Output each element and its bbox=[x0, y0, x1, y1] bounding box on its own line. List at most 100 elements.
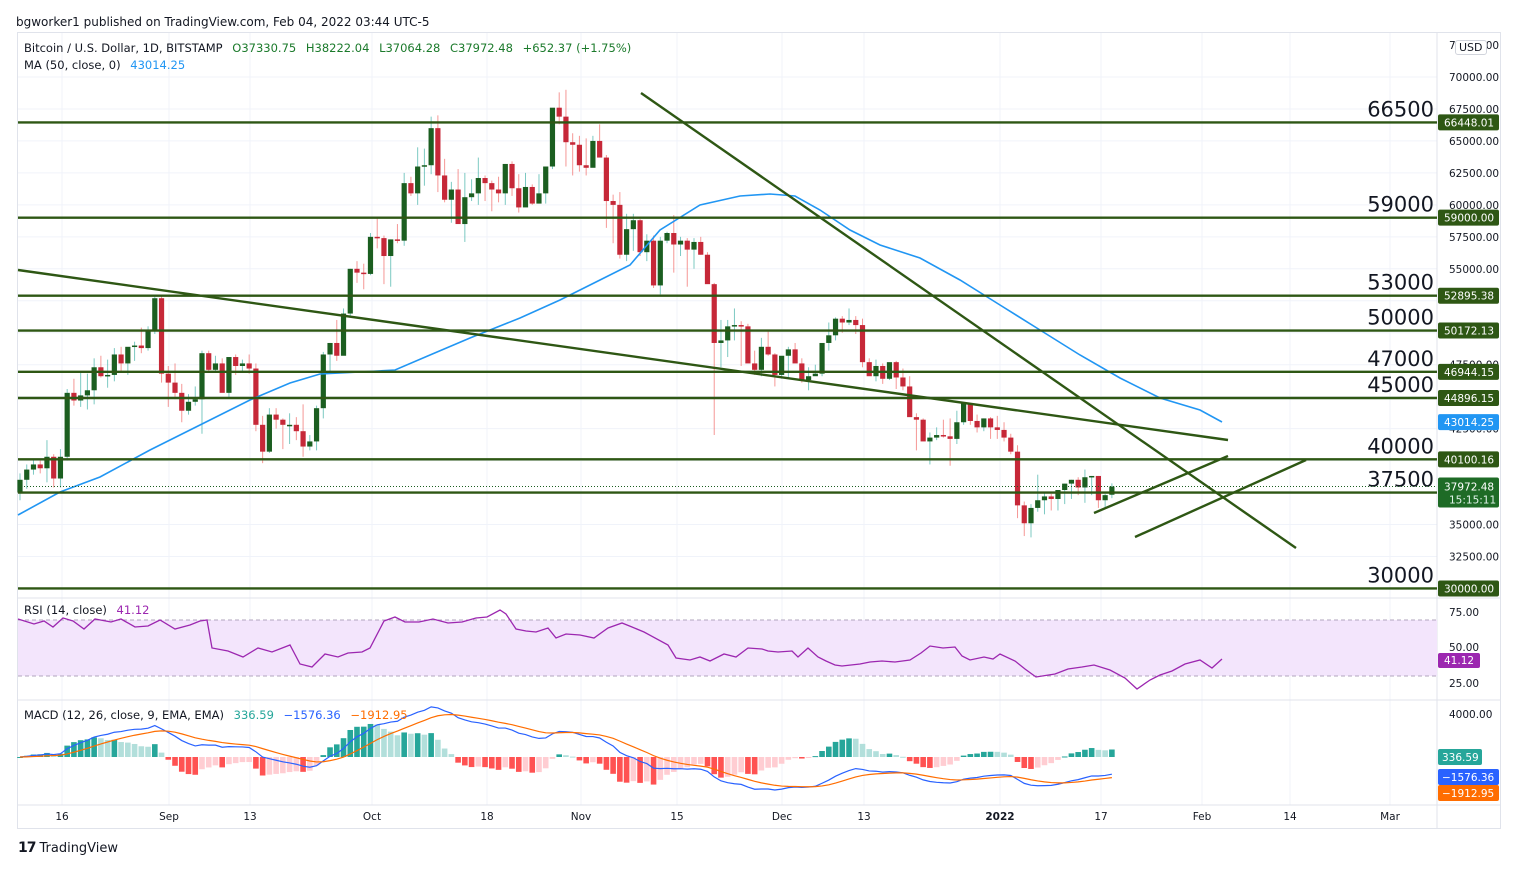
candle-bull[interactable] bbox=[287, 424, 293, 427]
candle-bear[interactable] bbox=[37, 464, 43, 469]
candle-bear[interactable] bbox=[994, 427, 1000, 430]
rsi-line[interactable] bbox=[17, 609, 1223, 690]
candle-bear[interactable] bbox=[866, 362, 872, 377]
candle-bear[interactable] bbox=[772, 354, 778, 375]
candle-bear[interactable] bbox=[179, 392, 185, 411]
candle-bear[interactable] bbox=[1014, 451, 1021, 506]
trendline-steep-descending[interactable] bbox=[640, 92, 1297, 549]
candle-bear[interactable] bbox=[495, 189, 502, 194]
candle-bull[interactable] bbox=[664, 233, 670, 241]
candle-bull[interactable] bbox=[522, 186, 529, 208]
candle-bull[interactable] bbox=[185, 401, 192, 411]
currency-button[interactable]: USD bbox=[1455, 40, 1487, 55]
candle-bear[interactable] bbox=[752, 363, 758, 370]
candle-bear[interactable] bbox=[1008, 437, 1014, 452]
candle-bull[interactable] bbox=[327, 342, 333, 355]
candle-bear[interactable] bbox=[987, 418, 994, 428]
candle-bull[interactable] bbox=[401, 183, 407, 241]
candle-bear[interactable] bbox=[671, 233, 677, 245]
candle-bear[interactable] bbox=[597, 140, 603, 158]
candle-bear[interactable] bbox=[394, 239, 401, 241]
candle-bull[interactable] bbox=[17, 479, 23, 493]
candle-bull[interactable] bbox=[536, 193, 542, 204]
candle-bear[interactable] bbox=[334, 342, 340, 356]
candle-bull[interactable] bbox=[954, 422, 960, 439]
candle-bear[interactable] bbox=[1021, 505, 1027, 524]
candle-bear[interactable] bbox=[280, 419, 286, 425]
candle-bull[interactable] bbox=[462, 197, 468, 225]
candle-bear[interactable] bbox=[563, 116, 569, 143]
candle-bull[interactable] bbox=[212, 363, 219, 370]
candle-bull[interactable] bbox=[131, 345, 138, 348]
candle-bear[interactable] bbox=[442, 175, 448, 200]
ma50-line[interactable] bbox=[17, 193, 1223, 516]
candle-bull[interactable] bbox=[846, 319, 852, 323]
candle-bull[interactable] bbox=[886, 362, 893, 379]
candle-bear[interactable] bbox=[165, 373, 171, 383]
candle-bull[interactable] bbox=[832, 318, 839, 336]
tradingview-logo[interactable]: 17 TradingView bbox=[18, 840, 118, 856]
candle-bull[interactable] bbox=[448, 189, 454, 200]
candle-bull[interactable] bbox=[199, 353, 205, 400]
candle-bear[interactable] bbox=[893, 362, 899, 378]
candle-bear[interactable] bbox=[381, 238, 387, 257]
candle-bear[interactable] bbox=[206, 353, 212, 370]
candle-bull[interactable] bbox=[1062, 483, 1068, 491]
candle-bear[interactable] bbox=[745, 326, 751, 364]
candle-bull[interactable] bbox=[313, 408, 320, 442]
candle-bull[interactable] bbox=[1082, 477, 1088, 488]
macd-line[interactable] bbox=[19, 706, 1112, 791]
candle-bull[interactable] bbox=[475, 178, 481, 194]
candle-bear[interactable] bbox=[900, 377, 906, 387]
candle-bull[interactable] bbox=[1102, 495, 1108, 501]
candle-bear[interactable] bbox=[684, 240, 690, 250]
candle-bear[interactable] bbox=[1001, 429, 1007, 438]
candle-bear[interactable] bbox=[529, 186, 535, 204]
candle-bear[interactable] bbox=[617, 204, 623, 255]
candle-bull[interactable] bbox=[657, 240, 663, 286]
candle-bear[interactable] bbox=[489, 183, 495, 190]
candle-bear[interactable] bbox=[246, 363, 252, 369]
candle-bear[interactable] bbox=[516, 188, 522, 208]
candle-bear[interactable] bbox=[907, 386, 913, 418]
candle-bull[interactable] bbox=[630, 220, 636, 230]
candle-bear[interactable] bbox=[233, 357, 239, 366]
candle-bear[interactable] bbox=[1075, 479, 1081, 488]
candle-bull[interactable] bbox=[805, 376, 812, 381]
candle-bull[interactable] bbox=[758, 346, 764, 370]
signal-line[interactable] bbox=[19, 713, 1112, 788]
candle-bear[interactable] bbox=[219, 363, 225, 393]
candle-bear[interactable] bbox=[974, 420, 980, 428]
candle-bull[interactable] bbox=[64, 392, 70, 457]
candle-bull[interactable] bbox=[24, 469, 30, 480]
candle-bear[interactable] bbox=[853, 319, 859, 326]
candle-bull[interactable] bbox=[266, 414, 272, 452]
candle-bear[interactable] bbox=[698, 241, 704, 255]
candle-bear[interactable] bbox=[509, 163, 515, 189]
candle-bull[interactable] bbox=[428, 128, 434, 166]
candle-bull[interactable] bbox=[145, 331, 151, 349]
candle-bear[interactable] bbox=[374, 236, 380, 239]
candle-bull[interactable] bbox=[934, 435, 940, 438]
candle-bull[interactable] bbox=[785, 349, 791, 356]
candle-bear[interactable] bbox=[1048, 496, 1054, 499]
candle-bull[interactable] bbox=[226, 357, 232, 393]
candle-bear[interactable] bbox=[947, 436, 953, 439]
candle-bear[interactable] bbox=[293, 424, 299, 432]
candle-bull[interactable] bbox=[1041, 496, 1048, 501]
candle-bull[interactable] bbox=[347, 268, 353, 314]
candle-bear[interactable] bbox=[738, 325, 744, 327]
candle-bear[interactable] bbox=[158, 298, 165, 374]
candle-bull[interactable] bbox=[367, 236, 374, 274]
candle-bear[interactable] bbox=[172, 382, 178, 393]
candle-bear[interactable] bbox=[118, 354, 124, 364]
candle-bull[interactable] bbox=[1109, 486, 1115, 495]
candle-bear[interactable] bbox=[482, 178, 488, 184]
candle-bull[interactable] bbox=[1068, 479, 1075, 484]
candle-bull[interactable] bbox=[927, 437, 933, 442]
candle-bear[interactable] bbox=[967, 403, 973, 421]
candle-bear[interactable] bbox=[650, 240, 657, 286]
candle-bear[interactable] bbox=[704, 254, 711, 285]
candle-bull[interactable] bbox=[549, 107, 556, 167]
